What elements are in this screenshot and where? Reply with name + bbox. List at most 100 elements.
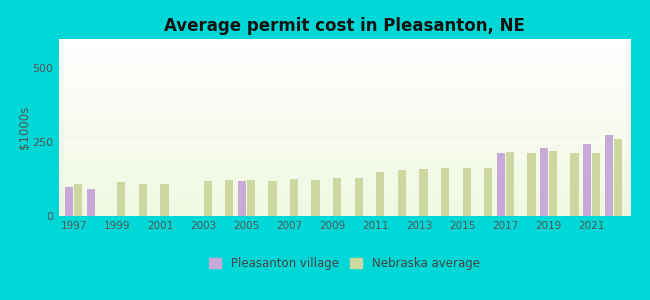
- Bar: [58, 57, 630, 58]
- Bar: [58, 214, 630, 215]
- Bar: [58, 61, 630, 62]
- Bar: [58, 197, 630, 198]
- Bar: [161, 184, 168, 216]
- Bar: [58, 201, 630, 202]
- Bar: [58, 75, 630, 76]
- Bar: [58, 144, 630, 145]
- Bar: [58, 138, 630, 139]
- Bar: [58, 198, 630, 199]
- Bar: [58, 98, 630, 99]
- Bar: [58, 160, 630, 161]
- Bar: [58, 87, 630, 88]
- Bar: [527, 153, 536, 216]
- Bar: [58, 119, 630, 120]
- Bar: [58, 161, 630, 162]
- Bar: [58, 82, 630, 83]
- Bar: [58, 114, 630, 115]
- Bar: [58, 110, 630, 111]
- Bar: [58, 151, 630, 152]
- Bar: [614, 139, 622, 216]
- Bar: [58, 79, 630, 80]
- Bar: [58, 93, 630, 94]
- Bar: [86, 190, 95, 216]
- Bar: [58, 120, 630, 121]
- Bar: [58, 169, 630, 170]
- Bar: [58, 204, 630, 205]
- Bar: [58, 211, 630, 212]
- Bar: [58, 164, 630, 165]
- Bar: [58, 173, 630, 174]
- Bar: [58, 74, 630, 75]
- Bar: [419, 169, 428, 216]
- Bar: [58, 86, 630, 87]
- Bar: [58, 191, 630, 192]
- Bar: [58, 186, 630, 187]
- Bar: [311, 180, 320, 216]
- Bar: [58, 145, 630, 146]
- Bar: [58, 82, 630, 83]
- Bar: [58, 167, 630, 168]
- Bar: [58, 53, 630, 54]
- Bar: [58, 92, 630, 93]
- Bar: [58, 210, 630, 211]
- Bar: [58, 155, 630, 156]
- Bar: [58, 62, 630, 63]
- Bar: [58, 77, 630, 78]
- Bar: [58, 64, 630, 65]
- Bar: [58, 108, 630, 109]
- Bar: [549, 151, 557, 216]
- Bar: [58, 175, 630, 176]
- Bar: [58, 45, 630, 46]
- Bar: [58, 101, 630, 102]
- Bar: [58, 44, 630, 45]
- Bar: [58, 170, 630, 171]
- Bar: [58, 199, 630, 200]
- Bar: [58, 56, 630, 57]
- Bar: [58, 165, 630, 166]
- Bar: [139, 184, 147, 216]
- Bar: [604, 135, 613, 216]
- Bar: [58, 111, 630, 112]
- Bar: [58, 69, 630, 70]
- Bar: [540, 148, 548, 216]
- Bar: [484, 168, 492, 216]
- Bar: [58, 147, 630, 148]
- Bar: [65, 187, 73, 216]
- Bar: [592, 153, 601, 216]
- Bar: [463, 168, 471, 216]
- Bar: [58, 105, 630, 106]
- Bar: [58, 89, 630, 90]
- Bar: [58, 51, 630, 52]
- Bar: [58, 40, 630, 41]
- Bar: [58, 52, 630, 53]
- Bar: [58, 84, 630, 85]
- Bar: [58, 177, 630, 178]
- Bar: [58, 109, 630, 110]
- Bar: [58, 42, 630, 43]
- Bar: [497, 153, 505, 216]
- Bar: [58, 63, 630, 64]
- Bar: [58, 163, 630, 164]
- Bar: [225, 180, 233, 216]
- Bar: [58, 112, 630, 113]
- Bar: [58, 83, 630, 84]
- Bar: [58, 132, 630, 133]
- Bar: [74, 184, 83, 216]
- Bar: [58, 203, 630, 204]
- Bar: [58, 135, 630, 136]
- Bar: [583, 144, 592, 216]
- Bar: [58, 190, 630, 191]
- Bar: [58, 140, 630, 141]
- Bar: [58, 130, 630, 131]
- Bar: [58, 91, 630, 92]
- Bar: [58, 152, 630, 153]
- Bar: [58, 72, 630, 73]
- Bar: [58, 176, 630, 177]
- Bar: [506, 152, 514, 216]
- Bar: [58, 131, 630, 132]
- Legend: Pleasanton village, Nebraska average: Pleasanton village, Nebraska average: [206, 254, 483, 274]
- Bar: [58, 143, 630, 144]
- Bar: [58, 146, 630, 147]
- Bar: [58, 118, 630, 119]
- Bar: [58, 137, 630, 138]
